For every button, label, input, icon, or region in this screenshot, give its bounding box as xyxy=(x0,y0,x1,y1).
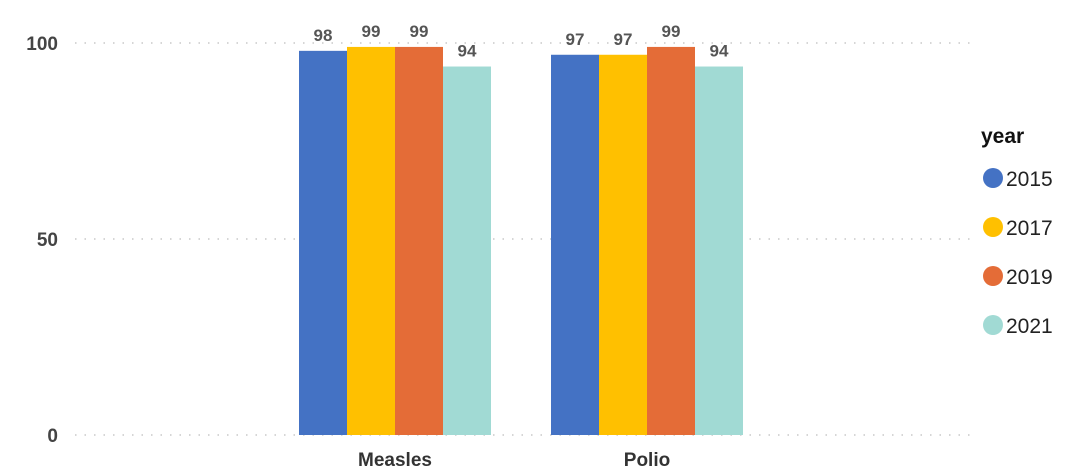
bar-polio-2021[interactable] xyxy=(695,66,743,436)
y-axis-ticks: 0 50 100 xyxy=(26,34,58,447)
legend-label: 2019 xyxy=(1006,266,1053,289)
y-tick-label: 50 xyxy=(37,230,58,251)
data-label: 94 xyxy=(458,42,477,61)
data-label: 97 xyxy=(566,30,585,49)
data-label: 98 xyxy=(314,26,333,45)
legend-marker xyxy=(983,315,1003,335)
legend-label: 2017 xyxy=(1006,217,1053,240)
legend[interactable]: year 2015 2017 2019 2021 xyxy=(981,125,1053,338)
x-category-label: Measles xyxy=(358,450,432,468)
data-labels: 98 99 99 94 97 97 99 94 xyxy=(314,22,729,61)
legend-item-2021[interactable]: 2021 xyxy=(983,315,1053,338)
gridlines xyxy=(75,42,975,436)
legend-item-2019[interactable]: 2019 xyxy=(983,266,1053,289)
data-label: 99 xyxy=(662,22,681,41)
legend-label: 2021 xyxy=(1006,315,1053,338)
x-axis-categories: Measles Polio xyxy=(358,450,670,468)
legend-marker xyxy=(983,266,1003,286)
bar-polio-2015[interactable] xyxy=(551,54,599,435)
data-label: 94 xyxy=(710,42,729,61)
y-tick-label: 100 xyxy=(26,34,58,55)
data-label: 97 xyxy=(614,30,633,49)
x-category-label: Polio xyxy=(624,450,670,468)
y-tick-label: 0 xyxy=(47,426,58,447)
bar-measles-2021[interactable] xyxy=(443,66,491,436)
legend-marker xyxy=(983,168,1003,188)
data-label: 99 xyxy=(410,22,429,41)
legend-label: 2015 xyxy=(1006,168,1053,191)
data-label: 99 xyxy=(362,22,381,41)
legend-item-2015[interactable]: 2015 xyxy=(983,168,1053,191)
legend-item-2017[interactable]: 2017 xyxy=(983,217,1053,240)
bar-measles-2019[interactable] xyxy=(395,46,443,436)
legend-title: year xyxy=(981,125,1024,148)
legend-marker xyxy=(983,217,1003,237)
bar-measles-2015[interactable] xyxy=(299,50,347,436)
bar-polio-2019[interactable] xyxy=(647,46,695,436)
bars xyxy=(299,46,743,436)
bar-polio-2017[interactable] xyxy=(599,54,647,435)
bar-measles-2017[interactable] xyxy=(347,46,395,436)
